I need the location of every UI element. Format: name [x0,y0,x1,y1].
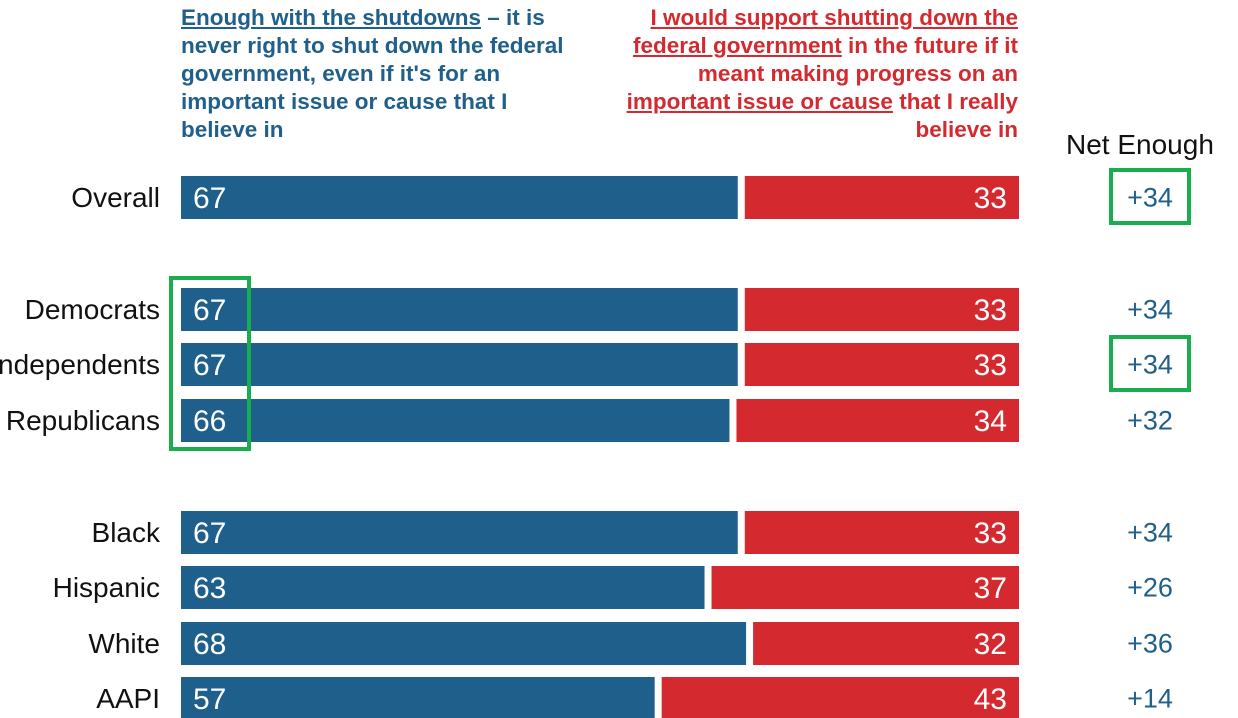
net-value: +34 [1127,350,1173,380]
bar-enough [181,399,729,442]
net-value: +36 [1127,629,1173,659]
category-label: Overall [71,182,160,213]
category-label: Black [92,517,161,548]
net-value: +26 [1127,573,1173,603]
category-label: Independents [0,349,160,380]
category-label: Hispanic [53,572,160,603]
data-label-support: 33 [974,517,1007,550]
data-label-enough: 67 [193,349,226,382]
data-label-enough: 66 [193,405,226,438]
category-label: AAPI [96,683,160,714]
net-value: +34 [1127,183,1173,213]
category-label: White [88,628,160,659]
bar-enough [181,677,655,718]
data-label-enough: 68 [193,628,226,661]
data-label-enough: 67 [193,182,226,215]
bar-enough [181,566,705,609]
bar-support [662,677,1019,718]
net-value: +32 [1127,406,1173,436]
data-label-enough: 57 [193,683,226,716]
bar-enough [181,288,738,331]
bar-enough [181,511,738,554]
data-label-support: 33 [974,294,1007,327]
data-label-support: 37 [974,572,1007,605]
data-label-enough: 67 [193,517,226,550]
data-label-support: 33 [974,182,1007,215]
bar-enough [181,176,738,219]
data-label-support: 43 [974,683,1007,716]
data-label-support: 32 [974,628,1007,661]
category-label: Democrats [25,294,160,325]
data-label-support: 33 [974,349,1007,382]
net-value: +34 [1127,295,1173,325]
bar-enough [181,343,738,386]
net-value: +34 [1127,518,1173,548]
net-value: +14 [1127,684,1173,714]
bar-enough [181,622,746,665]
data-label-support: 34 [974,405,1007,438]
data-label-enough: 63 [193,572,226,605]
data-label-enough: 67 [193,294,226,327]
category-label: Republicans [6,405,160,436]
